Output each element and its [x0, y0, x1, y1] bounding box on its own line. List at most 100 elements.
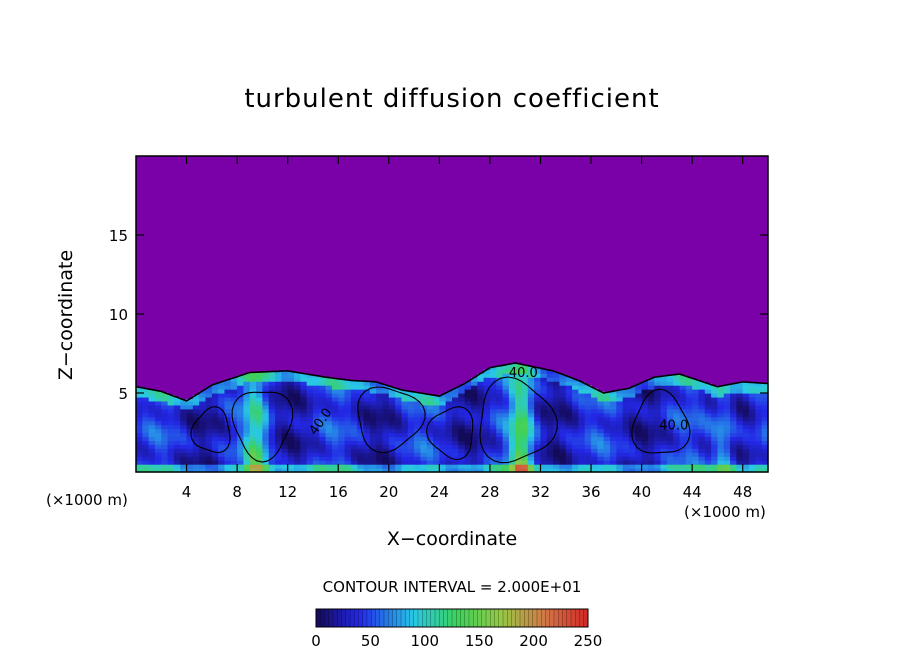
- field-cell: [439, 404, 447, 410]
- field-cell: [148, 468, 156, 473]
- field-cell: [597, 416, 605, 422]
- field-cell: [515, 452, 523, 457]
- field-cell: [660, 393, 668, 398]
- field-cell: [565, 389, 573, 394]
- field-cell: [369, 428, 377, 434]
- field-cell: [597, 404, 605, 410]
- field-cell: [527, 408, 535, 414]
- field-cell: [502, 389, 510, 394]
- field-cell: [521, 416, 529, 422]
- field-cell: [635, 416, 643, 422]
- field-cell: [350, 464, 358, 469]
- field-cell: [256, 393, 263, 398]
- field-cell: [452, 468, 459, 473]
- field-cell: [679, 396, 687, 402]
- field-cell: [704, 400, 712, 406]
- field-cell: [325, 456, 333, 461]
- field-cell: [199, 396, 207, 402]
- field-cell: [616, 468, 624, 473]
- field-cell: [610, 412, 617, 418]
- field-cell: [256, 464, 263, 469]
- field-cell: [477, 396, 485, 402]
- field-cell: [496, 468, 504, 473]
- field-cell: [167, 408, 175, 414]
- field-cell: [325, 385, 333, 390]
- field-cell: [211, 385, 219, 390]
- field-cell: [749, 389, 756, 394]
- field-cell: [243, 436, 251, 441]
- field-cell: [199, 400, 207, 406]
- field-cell: [211, 416, 219, 422]
- x-tick-label: 8: [232, 483, 242, 501]
- field-cell: [452, 436, 459, 441]
- field-cell: [711, 428, 719, 434]
- field-cell: [679, 444, 687, 449]
- field-cell: [161, 420, 169, 426]
- field-cell: [749, 393, 756, 398]
- field-cell: [211, 420, 219, 426]
- field-cell: [420, 432, 428, 438]
- field-cell: [199, 440, 207, 445]
- field-cell: [685, 377, 693, 382]
- field-cell: [521, 460, 529, 465]
- field-cell: [692, 389, 700, 394]
- field-cell: [635, 424, 643, 430]
- field-cell: [445, 464, 453, 469]
- field-cell: [369, 404, 377, 410]
- field-cell: [237, 381, 245, 386]
- field-cell: [641, 416, 649, 422]
- field-cell: [230, 456, 238, 461]
- field-cell: [679, 400, 687, 406]
- field-cell: [154, 456, 162, 461]
- field-cell: [350, 396, 358, 402]
- field-cell: [439, 464, 447, 469]
- field-cell: [275, 452, 282, 457]
- field-cell: [369, 436, 377, 441]
- field-cell: [414, 432, 421, 438]
- field-cell: [704, 436, 712, 441]
- field-cell: [508, 452, 516, 457]
- field-cell: [199, 420, 207, 426]
- field-cell: [521, 452, 529, 457]
- field-cell: [287, 460, 295, 465]
- field-cell: [502, 385, 510, 390]
- field-cell: [218, 381, 226, 386]
- field-cell: [470, 460, 478, 465]
- field-cell: [477, 456, 485, 461]
- field-cell: [275, 377, 282, 382]
- field-cell: [515, 428, 523, 434]
- field-cell: [654, 460, 662, 465]
- field-cell: [363, 412, 371, 418]
- field-cell: [319, 404, 327, 410]
- field-cell: [199, 448, 207, 453]
- x-tick-label: 16: [329, 483, 348, 501]
- field-cell: [268, 416, 276, 422]
- field-cell: [167, 396, 175, 402]
- field-cell: [616, 404, 624, 410]
- field-cell: [723, 468, 731, 473]
- field-cell: [704, 428, 712, 434]
- field-cell: [761, 456, 769, 461]
- field-cell: [452, 456, 459, 461]
- field-cell: [616, 456, 624, 461]
- field-cell: [319, 420, 327, 426]
- field-cell: [698, 393, 706, 398]
- field-cell: [565, 385, 573, 390]
- field-cell: [294, 400, 301, 406]
- field-cell: [483, 436, 491, 441]
- field-cell: [199, 444, 207, 449]
- field-cell: [610, 444, 617, 449]
- field-cell: [527, 464, 535, 469]
- field-cell: [388, 456, 396, 461]
- field-cell: [388, 432, 396, 438]
- field-cell: [275, 404, 282, 410]
- field-cell: [666, 389, 674, 394]
- field-cell: [224, 404, 232, 410]
- field-cell: [331, 396, 339, 402]
- field-cell: [331, 468, 339, 473]
- field-cell: [730, 383, 737, 386]
- field-cell: [363, 460, 371, 465]
- field-cell: [319, 456, 327, 461]
- field-cell: [464, 424, 472, 430]
- field-cell: [698, 424, 706, 430]
